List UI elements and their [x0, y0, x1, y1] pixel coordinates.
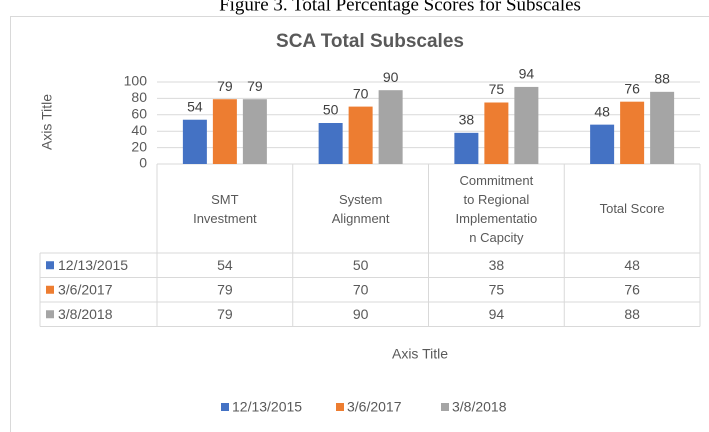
data-label: 76: [624, 80, 640, 96]
table-value: 79: [217, 281, 233, 297]
y-tick-label: 100: [124, 73, 148, 89]
table-legend-key: [46, 310, 54, 319]
bar: [348, 106, 373, 164]
bar: [484, 102, 509, 164]
data-label: 50: [323, 102, 339, 118]
legend-key[interactable]: [441, 403, 449, 411]
table-value: 94: [489, 306, 505, 322]
table-legend-key: [46, 285, 54, 294]
legend-key[interactable]: [336, 403, 344, 411]
data-label: 75: [489, 81, 505, 97]
legend-label: 3/8/2018: [452, 399, 507, 415]
data-label: 38: [459, 112, 475, 128]
bar: [182, 119, 207, 164]
table-value: 75: [489, 281, 505, 297]
x-axis-title: Axis Title: [392, 346, 448, 362]
category-header: Total Score: [599, 201, 665, 216]
table-value: 76: [624, 281, 640, 297]
table-legend-key: [46, 261, 54, 270]
data-label: 90: [383, 69, 399, 85]
bar: [514, 86, 539, 164]
bar: [318, 123, 343, 164]
data-label: 79: [247, 78, 263, 94]
y-tick-label: 0: [139, 155, 147, 171]
bar: [242, 99, 267, 164]
caption: Figure 3. Total Percentage Scores for Su…: [219, 0, 581, 15]
bar: [212, 99, 237, 164]
y-tick-label: 20: [131, 138, 147, 154]
table-series-name: 12/13/2015: [58, 257, 128, 273]
chart-title: SCA Total Subscales: [276, 31, 464, 52]
table-value: 88: [624, 306, 640, 322]
y-tick-label: 80: [131, 89, 147, 105]
bar: [590, 124, 615, 164]
legend-key[interactable]: [221, 403, 229, 411]
table-value: 70: [353, 281, 369, 297]
bar: [378, 90, 403, 164]
legend-label: 3/6/2017: [347, 399, 402, 415]
table-value: 79: [217, 306, 233, 322]
data-label: 70: [353, 85, 369, 101]
data-label: 48: [594, 103, 610, 119]
chart-border: [10, 16, 709, 432]
table-value: 54: [217, 257, 233, 273]
table-series-name: 3/6/2017: [58, 281, 113, 297]
data-label: 88: [654, 71, 670, 87]
table-value: 50: [353, 257, 369, 273]
y-axis-title: Axis Title: [39, 94, 55, 150]
table-value: 90: [353, 306, 369, 322]
table-series-name: 3/8/2018: [58, 306, 113, 322]
table-value: 38: [489, 257, 505, 273]
data-label: 79: [217, 78, 233, 94]
y-tick-label: 40: [131, 122, 147, 138]
bar: [620, 101, 645, 164]
legend-label: 12/13/2015: [232, 399, 302, 415]
category-header: SMT Investment: [193, 191, 257, 226]
table-value: 48: [624, 257, 640, 273]
category-header: System Alignment: [331, 191, 390, 226]
bar: [650, 91, 675, 164]
bar: [454, 132, 479, 164]
category-header: Commitment to Regional Implementatio n C…: [455, 172, 538, 245]
data-label: 54: [187, 98, 203, 114]
data-label: 94: [519, 66, 535, 82]
y-tick-label: 60: [131, 106, 147, 122]
